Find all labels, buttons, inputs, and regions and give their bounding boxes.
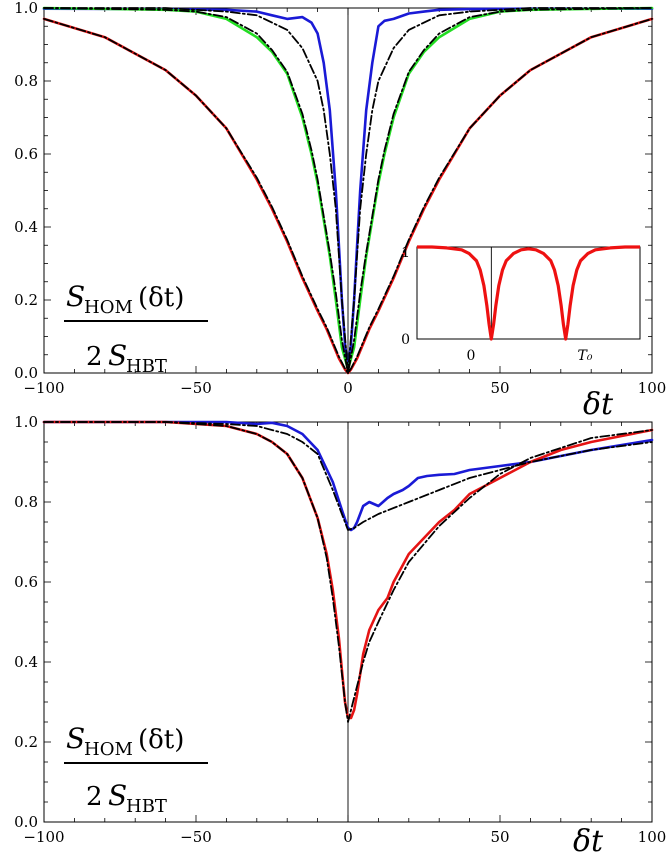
bottom-tick-labels: 0.0 0.2 0.4 0.6 0.8 1.0 −100 −50 0 50 100 (14, 413, 666, 846)
top-ylabel-numerator-S: S (66, 280, 85, 313)
inset-series-0 (417, 245, 640, 341)
bottom-xlabel: δt (573, 824, 604, 856)
inset-ytick-label-1: 1 (401, 245, 410, 261)
top-xlabel: δt (583, 387, 614, 422)
x-tick-label: 0 (343, 828, 353, 846)
inset-ytick-label-0: 0 (401, 332, 410, 348)
y-tick-label: 0.4 (14, 653, 38, 671)
x-tick-label: −50 (180, 379, 212, 397)
series-fit-dashdot-3 (43, 421, 653, 723)
top-series-layer (42, 6, 654, 375)
y-tick-label: 0.6 (14, 145, 38, 163)
x-tick-label: 50 (490, 828, 509, 846)
bottom-ylabel-numerator-S: S (66, 722, 85, 755)
bottom-ylabel-numerator-arg: (δt) (138, 725, 184, 755)
x-tick-label: 50 (490, 379, 509, 397)
bottom-ylabel-denominator-coef: 2 (86, 782, 103, 812)
top-tick-labels: 0.00.20.40.60.81.0−100 −50 0 50 100 (14, 0, 666, 397)
y-tick-label: 0.4 (14, 218, 38, 236)
y-tick-label: 0.0 (14, 364, 38, 382)
y-tick-label: 0.8 (14, 493, 38, 511)
series-blue-solid-0 (42, 420, 654, 532)
inset-plot: 1 0 0 T₀ (401, 245, 641, 364)
y-tick-label: 1.0 (14, 0, 38, 17)
x-tick-label: −100 (23, 828, 64, 846)
top-panel: 0.00.20.40.60.81.0−100 −50 0 50 100 δt S HOM… (14, 0, 666, 422)
x-tick-label: −100 (23, 379, 64, 397)
inset-xtick-label-T0: T₀ (578, 348, 593, 364)
inset-background (416, 246, 641, 340)
bottom-ylabel-denominator-S: S (108, 779, 127, 812)
series-fit-dashdot-5 (43, 17, 653, 374)
y-tick-label: 0.6 (14, 573, 38, 591)
inset-xtick-label-0: 0 (467, 348, 476, 364)
y-tick-label: 0.0 (14, 813, 38, 831)
top-ylabel-denominator-sub: HBT (126, 356, 167, 377)
top-ylabel-denominator-coef: 2 (86, 342, 103, 372)
y-tick-label: 0.8 (14, 72, 38, 90)
x-tick-label: 100 (638, 379, 667, 397)
y-tick-label: 1.0 (14, 413, 38, 431)
top-ylabel-numerator-sub: HOM (84, 297, 133, 318)
series-fit-dashdot-2 (43, 421, 653, 531)
y-tick-label: 0.2 (14, 733, 38, 751)
x-tick-label: −50 (180, 828, 212, 846)
bottom-panel: 0.0 0.2 0.4 0.6 0.8 1.0 −100 −50 0 50 100 δt S HOM… (14, 413, 666, 856)
bottom-ylabel-numerator-sub: HOM (84, 739, 133, 760)
x-tick-label: 100 (638, 828, 667, 846)
bottom-ylabel-fraction: S HOM (δt) 2 S HBT (64, 722, 208, 817)
y-tick-label: 0.2 (14, 291, 38, 309)
top-ylabel-fraction: S HOM (δt) 2 S HBT (64, 280, 208, 377)
top-ylabel-denominator-S: S (108, 339, 127, 372)
x-tick-label: 0 (343, 379, 353, 397)
bottom-ylabel-denominator-sub: HBT (126, 796, 167, 817)
bottom-axis-ticks (43, 421, 653, 823)
inset-series-layer (417, 245, 640, 341)
bottom-series-layer (42, 420, 654, 723)
top-ylabel-numerator-arg: (δt) (138, 283, 184, 313)
